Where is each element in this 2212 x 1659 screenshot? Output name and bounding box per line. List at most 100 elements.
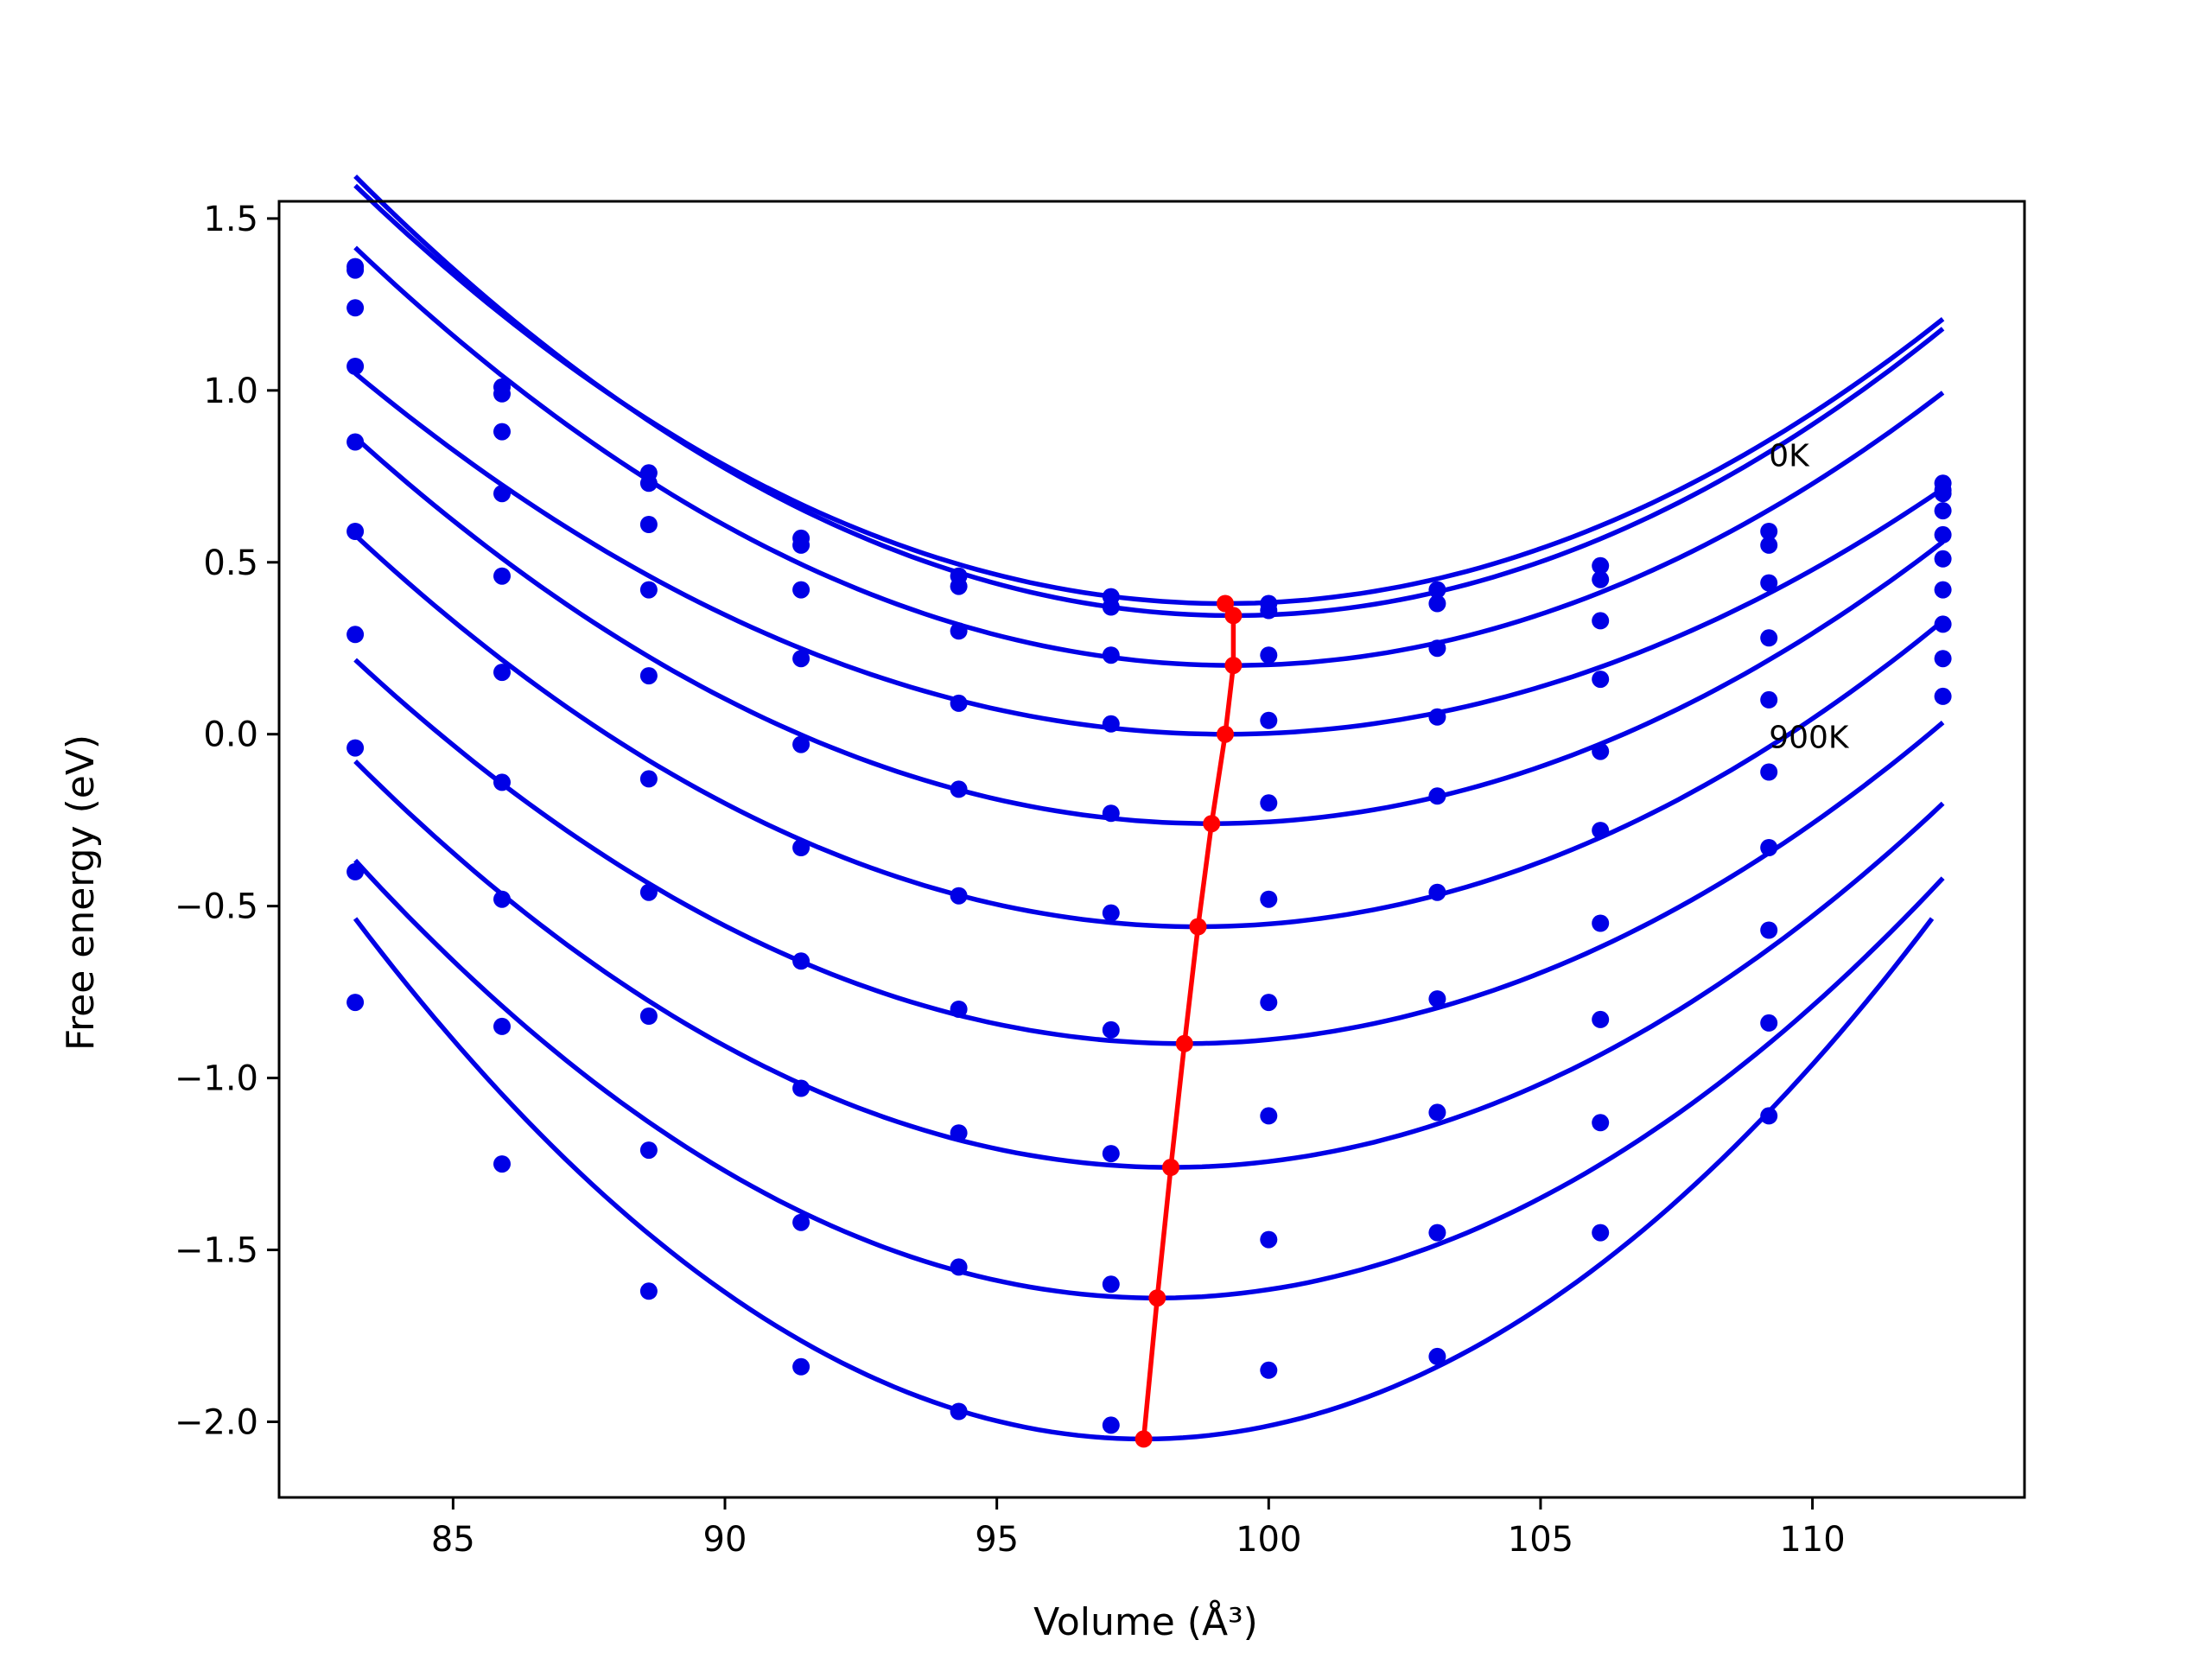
data-point-1-9 xyxy=(1760,536,1778,554)
data-point-1-8 xyxy=(1592,570,1610,588)
minimum-point-9 xyxy=(1135,1430,1153,1448)
data-point-8-10 xyxy=(1934,650,1952,668)
data-point-0-8 xyxy=(1592,556,1610,575)
data-point-7-1 xyxy=(493,890,511,908)
data-point-4-2 xyxy=(639,667,658,685)
minimum-point-4 xyxy=(1203,815,1221,833)
data-point-9-9 xyxy=(1760,1107,1778,1125)
data-point-1-1 xyxy=(493,385,511,403)
data-point-7-4 xyxy=(950,1124,968,1142)
data-point-8-9 xyxy=(1760,1014,1778,1032)
data-point-9-5 xyxy=(1102,1416,1120,1434)
data-point-2-0 xyxy=(346,299,365,317)
data-point-7-9 xyxy=(1760,921,1778,939)
minimum-point-2 xyxy=(1224,657,1243,675)
data-point-4-5 xyxy=(1102,804,1120,823)
data-point-1-3 xyxy=(792,536,810,554)
data-point-3-7 xyxy=(1428,708,1446,726)
data-point-3-5 xyxy=(1102,715,1120,733)
data-point-8-0 xyxy=(346,862,365,880)
data-point-9-6 xyxy=(1260,1361,1278,1379)
fit-curve-4 xyxy=(353,435,1945,826)
data-point-2-8 xyxy=(1592,612,1610,630)
y-axis-label: Free energy (eV) xyxy=(59,734,103,1051)
data-point-9-3 xyxy=(792,1357,810,1376)
data-point-4-8 xyxy=(1592,742,1610,760)
data-point-7-3 xyxy=(792,1079,810,1097)
y-tick-label-7: −2.0 xyxy=(175,1402,258,1442)
data-point-8-7 xyxy=(1428,1224,1446,1242)
data-point-7-0 xyxy=(346,739,365,757)
data-point-9-10 xyxy=(1934,687,1952,705)
minimum-point-1 xyxy=(1224,607,1243,625)
minimum-point-6 xyxy=(1175,1034,1193,1052)
data-point-9-0 xyxy=(346,994,365,1012)
minimum-point-8 xyxy=(1148,1289,1166,1307)
data-point-7-10 xyxy=(1934,615,1952,633)
x-tick-label-1: 90 xyxy=(703,1520,747,1560)
y-tick-label-2: 0.5 xyxy=(203,543,258,583)
annotation-900k: 900K xyxy=(1769,721,1850,756)
data-point-1-5 xyxy=(1102,598,1120,616)
data-point-4-4 xyxy=(950,780,968,798)
data-point-3-8 xyxy=(1592,671,1610,689)
y-tick-label-4: −0.5 xyxy=(175,887,258,927)
data-point-4-0 xyxy=(346,433,365,451)
data-point-2-5 xyxy=(1102,646,1120,664)
data-point-8-8 xyxy=(1592,1114,1610,1132)
data-point-5-4 xyxy=(950,887,968,905)
data-point-3-4 xyxy=(950,694,968,712)
x-axis-label: Volume (Å³) xyxy=(1033,1599,1258,1644)
fit-curve-3 xyxy=(353,371,1945,737)
data-point-7-6 xyxy=(1260,1107,1278,1125)
data-point-4-3 xyxy=(792,735,810,753)
x-tick-label-4: 105 xyxy=(1508,1520,1573,1560)
data-point-5-5 xyxy=(1102,904,1120,922)
data-point-6-6 xyxy=(1260,994,1278,1012)
fit-curve-6 xyxy=(353,658,1945,1046)
data-point-0-7 xyxy=(1428,581,1446,599)
data-point-9-4 xyxy=(950,1402,968,1421)
data-point-8-5 xyxy=(1102,1275,1120,1294)
data-point-6-1 xyxy=(493,773,511,791)
data-point-1-4 xyxy=(950,577,968,595)
x-tick-label-3: 100 xyxy=(1236,1520,1301,1560)
data-point-5-2 xyxy=(639,770,658,788)
data-point-2-4 xyxy=(950,622,968,640)
data-point-2-2 xyxy=(639,516,658,533)
data-point-3-3 xyxy=(792,650,810,668)
data-point-1-7 xyxy=(1428,594,1446,613)
data-point-3-1 xyxy=(493,485,511,503)
minimum-point-3 xyxy=(1217,725,1234,743)
data-point-5-8 xyxy=(1592,822,1610,840)
y-tick-label-5: −1.0 xyxy=(175,1059,258,1099)
data-points xyxy=(346,257,1952,1434)
fit-curve-5 xyxy=(353,533,1945,930)
data-point-8-3 xyxy=(792,1213,810,1231)
data-point-6-2 xyxy=(639,883,658,901)
data-point-8-4 xyxy=(950,1258,968,1276)
data-point-1-0 xyxy=(346,261,365,279)
data-point-6-3 xyxy=(792,952,810,970)
data-point-2-7 xyxy=(1428,639,1446,658)
data-point-6-8 xyxy=(1592,914,1610,932)
data-point-7-2 xyxy=(639,1007,658,1025)
data-point-7-7 xyxy=(1428,1103,1446,1122)
data-point-7-5 xyxy=(1102,1145,1120,1163)
data-point-4-1 xyxy=(493,567,511,585)
data-point-2-10 xyxy=(1934,485,1952,503)
data-point-1-6 xyxy=(1260,601,1278,620)
data-point-3-10 xyxy=(1934,502,1952,520)
data-point-5-9 xyxy=(1760,763,1778,781)
y-tick-label-6: −1.5 xyxy=(175,1231,258,1271)
data-point-4-10 xyxy=(1934,525,1952,543)
minimum-path xyxy=(1135,594,1243,1448)
minimum-point-5 xyxy=(1189,918,1207,936)
y-tick-label-3: 0.0 xyxy=(203,715,258,755)
data-point-5-7 xyxy=(1428,883,1446,901)
annotation-0k: 0K xyxy=(1769,438,1810,474)
minimum-path-line xyxy=(1141,601,1236,1440)
data-point-8-2 xyxy=(639,1141,658,1160)
data-point-8-6 xyxy=(1260,1230,1278,1249)
